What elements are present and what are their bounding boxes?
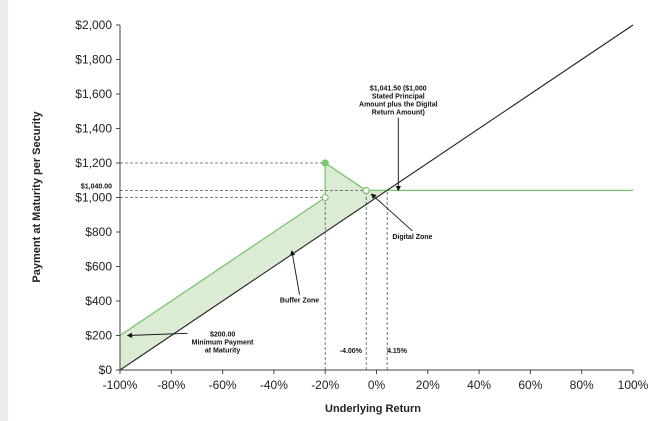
hollow-marker bbox=[321, 193, 329, 202]
x-axis-title: Underlying Return bbox=[325, 403, 421, 415]
annotation-text: at Maturity bbox=[205, 347, 241, 354]
annotation-arrow bbox=[370, 193, 413, 232]
filled-marker bbox=[321, 159, 329, 167]
y-tick-label: $600 bbox=[85, 260, 112, 274]
x-tick-label: -40% bbox=[260, 378, 288, 392]
annotation-text: Digital Zone bbox=[392, 234, 432, 241]
y-tick-label: $1,200 bbox=[75, 156, 112, 170]
x-tick-label: 20% bbox=[416, 378, 440, 392]
y-tick-label: $1,000 bbox=[75, 191, 112, 205]
y-tick-label: $1,800 bbox=[75, 53, 112, 67]
hollow-marker bbox=[362, 187, 370, 195]
annotation-text: -4.00% bbox=[340, 348, 363, 355]
shaded-zone bbox=[120, 163, 388, 370]
y-tick-label: $1,400 bbox=[75, 122, 112, 136]
x-tick-label: 80% bbox=[570, 378, 594, 392]
x-tick-label: 100% bbox=[618, 378, 649, 392]
x-tick-label: 40% bbox=[467, 378, 491, 392]
annotation-arrow bbox=[289, 250, 300, 295]
y-tick-label-extra: $1,040.00 bbox=[81, 184, 112, 191]
annotation-text: 4.15% bbox=[387, 348, 408, 355]
y-tick-label: $800 bbox=[85, 225, 112, 239]
annotation-text: Stated Principal bbox=[372, 94, 425, 101]
payoff-line bbox=[119, 161, 633, 337]
annotation-text: Return Amount) bbox=[372, 110, 425, 117]
y-tick-label: $1,600 bbox=[75, 87, 112, 101]
annotation-text: Minimum Payment bbox=[192, 339, 255, 346]
annotation-text: $1,041.50 ($1,000 bbox=[370, 86, 427, 93]
y-tick-label: $2,000 bbox=[75, 18, 112, 32]
y-tick-label: $400 bbox=[85, 294, 112, 308]
annotation-text: $200.00 bbox=[210, 331, 235, 338]
x-tick-label: 60% bbox=[518, 378, 542, 392]
x-tick-label: -80% bbox=[157, 378, 185, 392]
x-tick-label: -20% bbox=[311, 378, 339, 392]
y-tick-label: $0 bbox=[99, 363, 113, 377]
x-tick-label: 0% bbox=[368, 378, 386, 392]
y-tick-label: $200 bbox=[85, 329, 112, 343]
x-tick-label: -60% bbox=[209, 378, 237, 392]
annotation-arrow bbox=[126, 332, 188, 339]
annotation-text: Buffer Zone bbox=[280, 298, 319, 305]
y-axis-title: Payment at Maturity per Security bbox=[31, 111, 43, 283]
left-border-band bbox=[0, 0, 8, 421]
x-tick-label: -100% bbox=[103, 378, 138, 392]
annotation-text: Amount plus the Digital bbox=[359, 102, 438, 109]
